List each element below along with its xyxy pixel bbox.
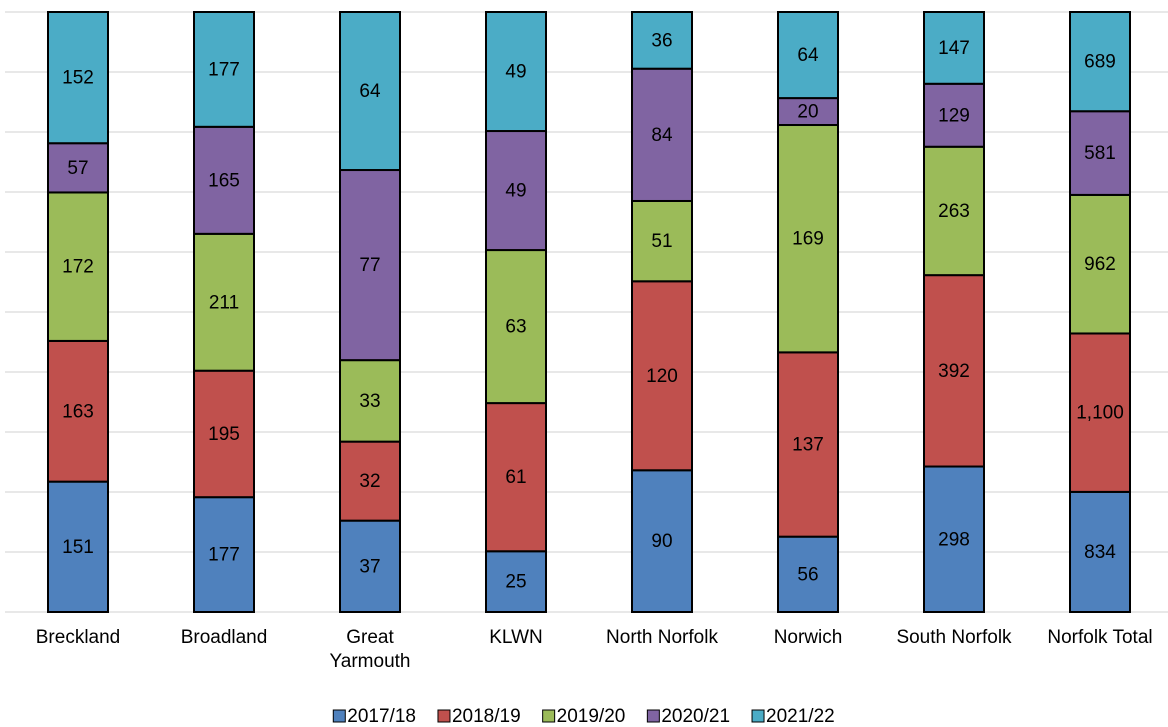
bar-segment [47, 142, 109, 194]
data-label: 689 [1084, 52, 1116, 73]
data-label: 20 [797, 102, 818, 123]
bar-segment [777, 11, 839, 100]
legend-swatch [437, 709, 451, 723]
x-tick-label: Broadland [180, 627, 268, 648]
data-label: 834 [1084, 542, 1116, 563]
bar-segment [1069, 490, 1131, 614]
data-label: 392 [938, 361, 970, 382]
bar-segment [1069, 193, 1131, 335]
legend-swatch [542, 709, 556, 723]
data-label: 63 [505, 317, 526, 338]
x-tick-label: KLWN [489, 627, 543, 648]
data-label: 49 [505, 62, 526, 83]
bar-segment [339, 359, 401, 443]
bar-segment [485, 550, 547, 613]
bar-segment [923, 465, 985, 613]
legend-label: 2021/22 [766, 706, 835, 727]
bar-segment [47, 480, 109, 613]
data-label: 152 [62, 68, 94, 89]
data-label: 36 [651, 30, 672, 51]
bar-segment [631, 199, 693, 283]
legend-swatch [646, 709, 660, 723]
data-label: 1,100 [1076, 403, 1124, 424]
data-label: 77 [359, 255, 380, 276]
x-tick-label: North Norfolk [606, 627, 718, 648]
bar-segment [47, 339, 109, 483]
bar-segment [923, 274, 985, 468]
data-label: 263 [938, 201, 970, 222]
data-label: 195 [208, 424, 240, 445]
bar-segment [923, 11, 985, 85]
data-label: 84 [651, 125, 673, 146]
legend-label: 2019/20 [557, 706, 626, 727]
data-label: 165 [208, 170, 240, 191]
bar-segment [777, 97, 839, 127]
data-label: 49 [505, 181, 526, 202]
bar-segment [339, 11, 401, 172]
bar-segment [47, 11, 109, 145]
bar-segment [1069, 110, 1131, 196]
bar-segment [777, 124, 839, 354]
bar-segment [1069, 11, 1131, 113]
data-label: 64 [359, 81, 381, 102]
x-tick-label: Great Yarmouth [329, 627, 411, 672]
data-label: 137 [792, 435, 824, 456]
bar-segment [923, 82, 985, 148]
data-label: 147 [938, 38, 970, 59]
data-label: 33 [359, 391, 380, 412]
data-label: 211 [209, 292, 239, 313]
data-label: 51 [651, 231, 672, 252]
data-label: 581 [1084, 143, 1116, 164]
bar-segment [339, 440, 401, 522]
legend-label: 2020/21 [661, 706, 730, 727]
data-label: 177 [208, 59, 240, 80]
data-label: 37 [359, 556, 380, 577]
legend-label: 2017/18 [347, 706, 416, 727]
data-label: 25 [505, 572, 526, 593]
x-tick-label: South Norfolk [896, 627, 1012, 648]
data-label: 120 [646, 366, 678, 387]
bar-segment [631, 280, 693, 472]
legend-swatch [751, 709, 765, 723]
bar-segment [777, 351, 839, 538]
legend-swatch [332, 709, 346, 723]
bar-segment [193, 11, 255, 128]
x-tick-label: Norfolk Total [1047, 627, 1153, 648]
data-label: 129 [938, 105, 970, 126]
data-label: 177 [208, 545, 240, 566]
data-label: 962 [1084, 254, 1116, 275]
bar-segment [923, 145, 985, 277]
x-tick-label: Norwich [773, 627, 843, 648]
bar-segment [47, 191, 109, 342]
data-label: 90 [651, 531, 672, 552]
data-label: 32 [359, 471, 380, 492]
data-label: 163 [62, 401, 94, 422]
bar-segment [339, 519, 401, 613]
bar-segment [485, 130, 547, 252]
legend: 2017/18 2018/19 2019/20 2020/21 2021/22 [332, 706, 835, 727]
data-label: 172 [62, 257, 94, 278]
data-label: 56 [797, 564, 818, 585]
data-label: 151 [62, 537, 94, 558]
data-label: 61 [505, 467, 526, 488]
bar-segment [631, 11, 693, 70]
data-label: 169 [792, 229, 824, 250]
data-label: 298 [938, 529, 970, 550]
bar-segment [485, 11, 547, 133]
data-label: 64 [797, 45, 819, 66]
legend-label: 2018/19 [452, 706, 521, 727]
bar-segment [485, 249, 547, 405]
data-label: 57 [67, 158, 88, 179]
x-tick-label: Breckland [35, 627, 121, 648]
